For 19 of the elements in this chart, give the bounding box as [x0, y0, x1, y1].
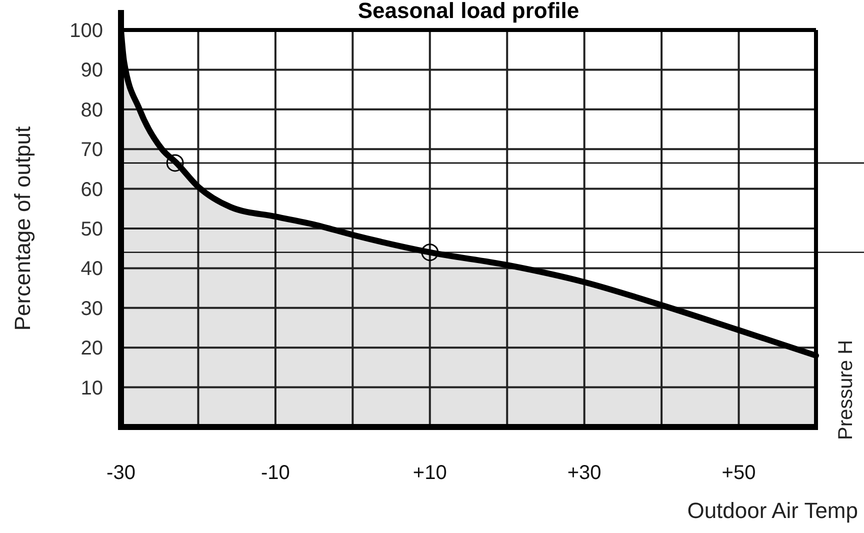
x-axis-title: Outdoor Air Temp: [687, 498, 858, 523]
x-tick-label: +10: [412, 462, 447, 484]
x-tick-label: +30: [567, 462, 602, 484]
y-tick-label: 60: [80, 178, 103, 201]
y-tick-label: 90: [80, 60, 103, 82]
x-tick-label: -10: [260, 462, 290, 484]
y-tick-label: 80: [80, 99, 103, 122]
y2-axis-title: Pressure H: [835, 340, 857, 440]
chart-title: Seasonal load profile: [358, 0, 580, 23]
y-tick-label: 10: [80, 377, 103, 400]
y-tick-label: 50: [80, 218, 103, 240]
x-tick-label: -30: [106, 462, 136, 484]
x-tick-label: +50: [722, 462, 756, 484]
y-tick-label: 30: [80, 298, 103, 320]
y-tick-label: 20: [80, 338, 103, 360]
y-tick-label: 100: [70, 20, 103, 42]
y-tick-label: 70: [80, 139, 103, 162]
y-axis-title: Percentage of output: [10, 126, 35, 331]
y-tick-label: 40: [80, 258, 103, 280]
